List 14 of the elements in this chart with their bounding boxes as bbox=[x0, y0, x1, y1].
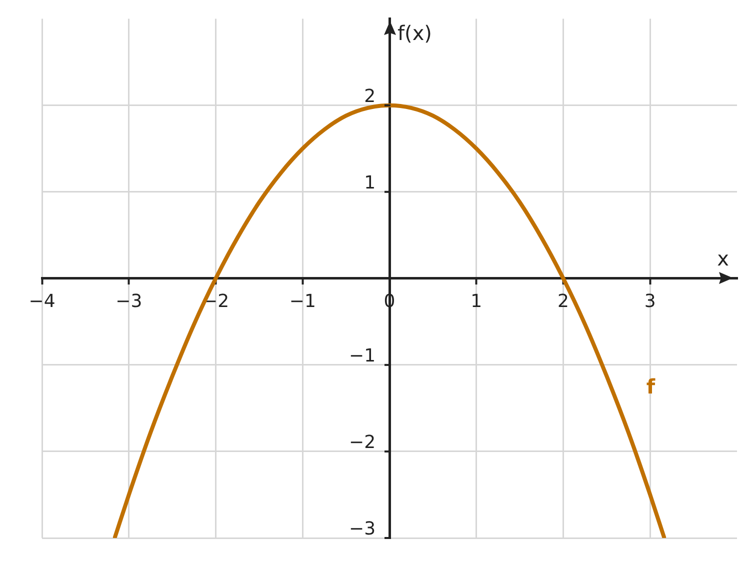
y-tick-label: −3 bbox=[349, 518, 376, 540]
y-tick-label: −2 bbox=[349, 432, 376, 454]
x-tick-label: 1 bbox=[470, 290, 482, 312]
y-tick-label: 1 bbox=[364, 172, 376, 194]
x-tick-label: 2 bbox=[558, 290, 569, 312]
y-axis-title: f(x) bbox=[398, 21, 432, 46]
x-tick-label: −1 bbox=[289, 290, 316, 312]
y-tick-label: −1 bbox=[349, 346, 376, 367]
series-label: f bbox=[646, 374, 656, 399]
x-tick-label: 3 bbox=[644, 290, 656, 312]
x-axis-title: x bbox=[717, 246, 730, 271]
x-tick-label: −4 bbox=[28, 290, 56, 312]
x-tick-label: −3 bbox=[116, 290, 142, 312]
y-tick-label: 2 bbox=[364, 86, 376, 108]
